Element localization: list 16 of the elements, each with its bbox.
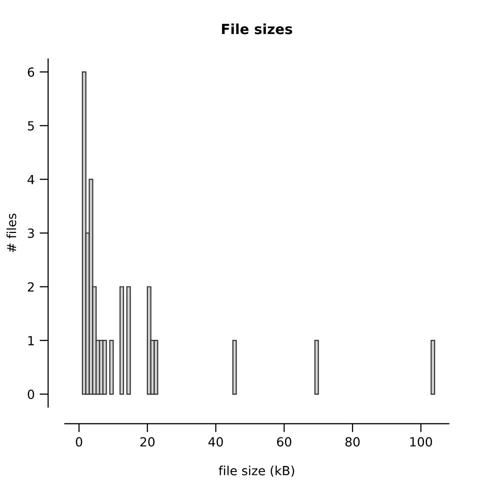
- y-tick-label: 3: [28, 228, 34, 238]
- x-tick-label: 0: [76, 437, 82, 447]
- y-axis-title: # files: [6, 214, 16, 252]
- x-axis-title: file size (kB): [218, 466, 294, 477]
- x-tick-label: 20: [140, 437, 155, 447]
- y-tick-label: 0: [28, 390, 34, 400]
- x-tick-label: 80: [345, 437, 360, 447]
- x-tick-label: 40: [208, 437, 223, 447]
- chart-title: File sizes: [222, 23, 292, 34]
- y-tick-label: 6: [28, 67, 34, 77]
- y-tick-label: 5: [28, 121, 34, 131]
- y-tick-label: 4: [28, 174, 34, 184]
- y-tick-label: 1: [28, 336, 34, 346]
- y-tick-label: 2: [28, 282, 34, 292]
- x-tick-label: 60: [277, 437, 292, 447]
- x-tick-label: 100: [410, 437, 432, 447]
